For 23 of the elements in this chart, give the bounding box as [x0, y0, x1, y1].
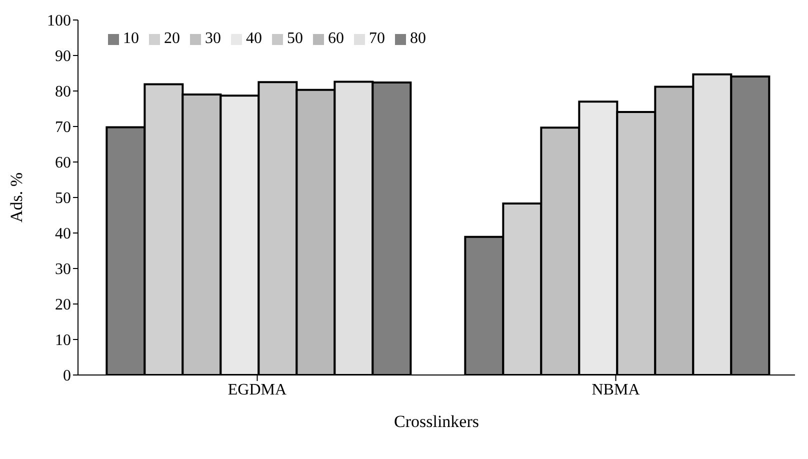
- y-tick-label: 100: [47, 12, 71, 30]
- y-tick-label: 0: [63, 368, 71, 385]
- x-axis-title: Crosslinkers: [394, 412, 479, 431]
- legend-label: 20: [164, 30, 180, 47]
- legend-label: 40: [246, 30, 262, 47]
- legend-label: 10: [123, 30, 139, 47]
- y-tick-label: 10: [55, 332, 71, 350]
- y-tick-label: 30: [55, 261, 71, 278]
- y-tick-label: 60: [55, 154, 71, 172]
- y-tick-label: 50: [55, 190, 71, 208]
- y-tick-label: 90: [55, 48, 71, 66]
- y-tick-label: 40: [55, 226, 71, 243]
- legend-label: 30: [205, 30, 221, 47]
- y-tick-label: 70: [55, 119, 71, 136]
- x-tick-label: NBMA: [592, 381, 640, 398]
- x-tick-label: EGDMA: [228, 381, 288, 398]
- legend-label: 60: [328, 30, 344, 47]
- legend-label: 70: [369, 30, 385, 47]
- legend-label: 50: [287, 30, 303, 47]
- y-tick-label: 80: [55, 84, 71, 101]
- legend-label: 80: [410, 30, 426, 47]
- y-tick-label: 20: [55, 296, 71, 314]
- y-axis-title: Ads. %: [7, 172, 26, 223]
